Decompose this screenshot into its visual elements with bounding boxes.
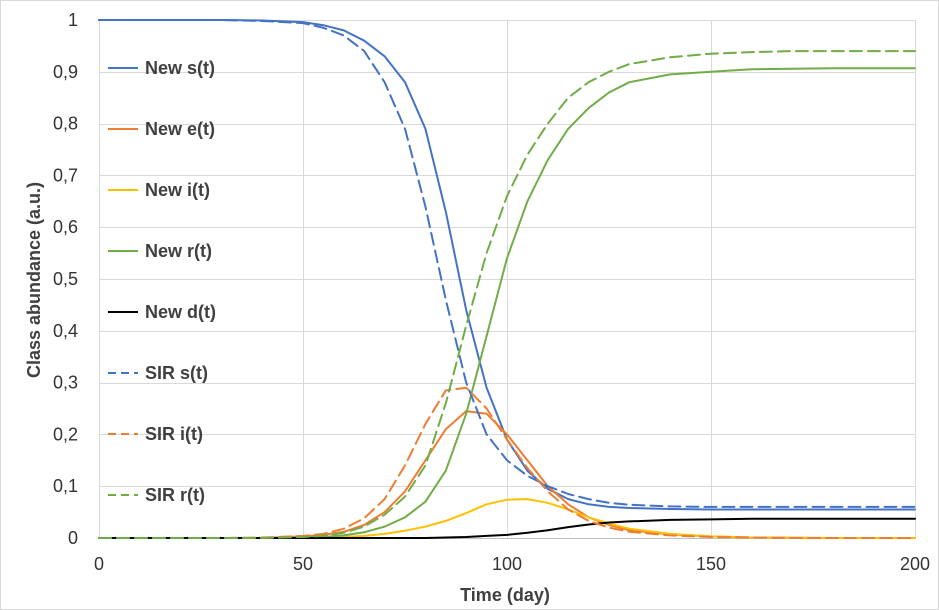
y-tick-label: 0,1 bbox=[53, 476, 78, 496]
x-tick-label: 150 bbox=[696, 554, 726, 574]
legend-entry: SIR i(t) bbox=[108, 424, 203, 444]
legend-entry: New d(t) bbox=[108, 302, 216, 322]
y-tick-label: 0,3 bbox=[53, 373, 78, 393]
legend-label: New i(t) bbox=[145, 180, 210, 200]
series-line-sir-s-t bbox=[98, 19, 916, 508]
y-tick-label: 0,6 bbox=[53, 217, 78, 237]
legend-label: SIR s(t) bbox=[145, 363, 208, 383]
legend-entry: New s(t) bbox=[108, 58, 215, 78]
x-tick-label: 50 bbox=[293, 554, 313, 574]
legend-entry: SIR r(t) bbox=[108, 485, 205, 505]
y-tick-labels: 0 0,1 0,2 0,3 0,4 0,5 0,6 0,7 0,8 0,9 1 bbox=[53, 10, 78, 548]
legend-entry: New r(t) bbox=[108, 241, 212, 261]
y-tick-label: 0 bbox=[68, 528, 78, 548]
y-tick-label: 0,7 bbox=[53, 165, 78, 185]
x-tick-label: 200 bbox=[900, 554, 930, 574]
y-tick-label: 0,9 bbox=[53, 62, 78, 82]
y-tick-label: 0,8 bbox=[53, 114, 78, 134]
legend-label: SIR r(t) bbox=[145, 485, 205, 505]
y-tick-label: 0,5 bbox=[53, 269, 78, 289]
y-tick-label: 0,2 bbox=[53, 424, 78, 444]
x-tick-label: 100 bbox=[492, 554, 522, 574]
x-tick-label: 0 bbox=[94, 554, 104, 574]
y-tick-label: 0,4 bbox=[53, 321, 78, 341]
legend-label: SIR i(t) bbox=[145, 424, 203, 444]
legend-label: New r(t) bbox=[145, 241, 212, 261]
x-axis-title: Time (day) bbox=[460, 585, 550, 605]
legend-entry: SIR s(t) bbox=[108, 363, 208, 383]
legend-entry: New i(t) bbox=[108, 180, 210, 200]
x-tick-labels: 0 50 100 150 200 bbox=[94, 554, 930, 574]
y-axis-title: Class abundance (a.u.) bbox=[24, 182, 44, 378]
series-lines bbox=[98, 19, 916, 539]
legend-label: New s(t) bbox=[145, 58, 215, 78]
series-line-sir-r-t bbox=[98, 50, 916, 539]
legend-label: New e(t) bbox=[145, 119, 215, 139]
legend: New s(t) New e(t) New i(t) New r(t) New d(t)… bbox=[108, 58, 216, 505]
y-tick-label: 1 bbox=[68, 10, 78, 30]
legend-entry: New e(t) bbox=[108, 119, 215, 139]
legend-label: New d(t) bbox=[145, 302, 216, 322]
